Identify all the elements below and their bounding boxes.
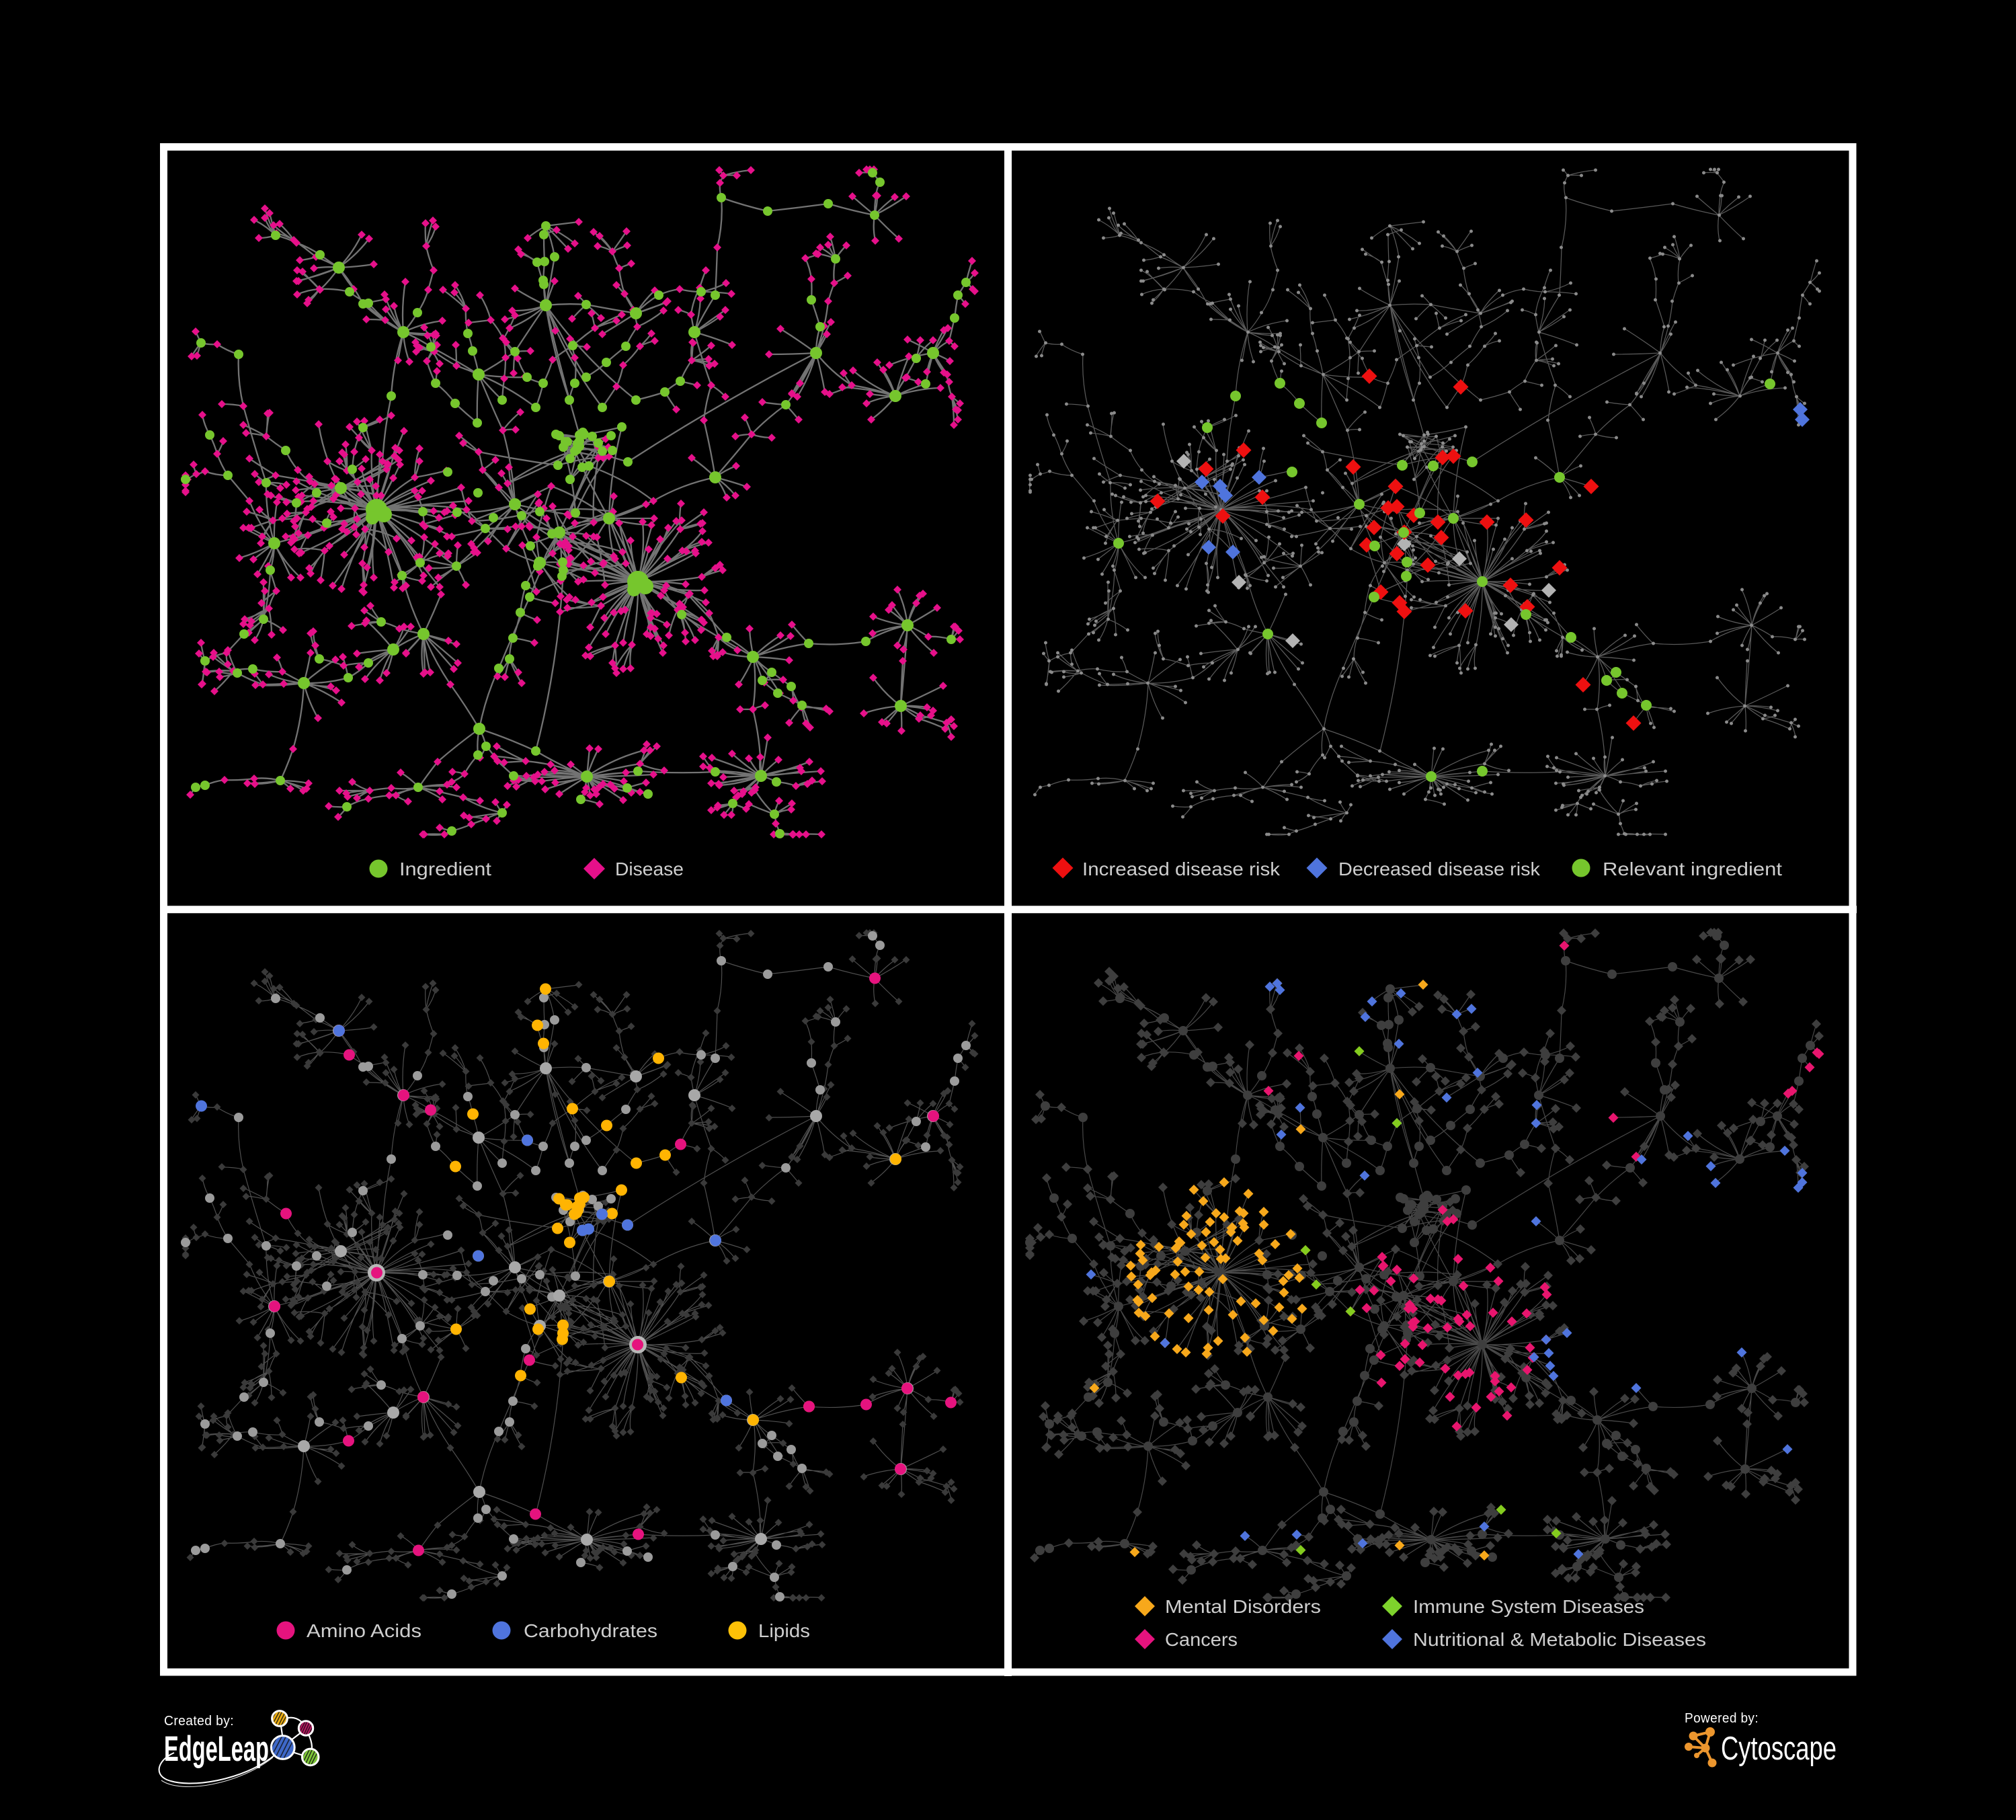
svg-text:Created by:: Created by: <box>164 1714 234 1729</box>
svg-text:Mental Disorders: Mental Disorders <box>1165 1596 1321 1617</box>
svg-text:Immune System Diseases: Immune System Diseases <box>1413 1596 1644 1617</box>
svg-text:Cancers: Cancers <box>1165 1629 1238 1650</box>
svg-text:Ingredient: Ingredient <box>399 859 491 879</box>
svg-text:Lipids: Lipids <box>758 1620 810 1641</box>
svg-text:Disease: Disease <box>615 859 684 879</box>
svg-text:Relevant ingredient: Relevant ingredient <box>1603 859 1782 879</box>
svg-text:Amino Acids: Amino Acids <box>307 1620 421 1641</box>
svg-text:Cytoscape: Cytoscape <box>1721 1731 1837 1767</box>
svg-text:EdgeLeap: EdgeLeap <box>164 1729 269 1769</box>
svg-text:Nutritional & Metabolic Diseas: Nutritional & Metabolic Diseases <box>1413 1629 1706 1650</box>
svg-text:Increased disease risk: Increased disease risk <box>1082 859 1281 879</box>
svg-text:Powered by:: Powered by: <box>1685 1711 1759 1726</box>
svg-text:Carbohydrates: Carbohydrates <box>524 1620 657 1641</box>
svg-text:Decreased disease risk: Decreased disease risk <box>1338 859 1541 879</box>
